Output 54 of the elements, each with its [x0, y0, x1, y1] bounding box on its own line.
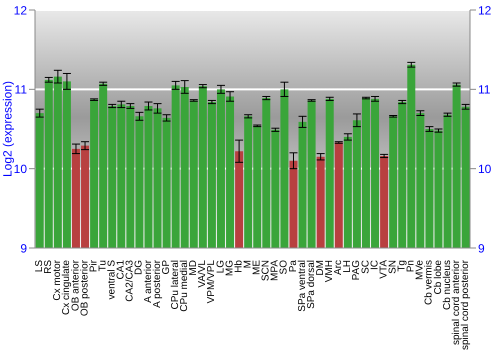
y2-tick-label: 10 — [478, 162, 492, 176]
x-tick-label: SPa ventral — [296, 260, 308, 312]
x-tick-label: DG — [134, 260, 145, 275]
x-tick-label: Arc — [333, 260, 344, 275]
x-tick-label: spinal cord anterior — [450, 259, 462, 346]
y-tick-label: 10 — [14, 162, 28, 176]
y-tick-label: 9 — [20, 241, 28, 256]
x-tick-label: DM — [314, 260, 326, 276]
x-tick-label: Tg — [396, 260, 408, 272]
x-tick-label: LS — [34, 260, 46, 272]
x-tick-label: ventral S — [106, 260, 118, 300]
x-tick-label: OB anterior — [70, 259, 82, 312]
x-tick-label: MG — [224, 260, 236, 276]
x-tick-label: CPu lateral — [170, 260, 181, 310]
x-tick-label: RS — [43, 260, 54, 274]
x-tick-label: CPu medial — [179, 260, 190, 312]
x-tick-label: PAG — [351, 260, 362, 280]
x-tick-label: MVe — [414, 260, 426, 280]
x-tick-label: MPA — [270, 260, 281, 281]
y2-tick-label: 11 — [478, 82, 491, 97]
x-tick-label: M — [242, 260, 254, 268]
x-tick-label: GP — [160, 260, 172, 274]
y-axis-title: Log2 (expression) — [0, 80, 14, 178]
x-tick-label: A posterior — [152, 259, 163, 308]
x-tick-label: VTA — [378, 260, 390, 279]
y-tick-label: 11 — [14, 82, 28, 97]
x-tick-label: ME — [252, 260, 263, 275]
x-tick-label: SO — [278, 260, 290, 274]
x-tick-label: Pa — [288, 260, 299, 272]
x-tick-label: OB posterior — [79, 259, 90, 316]
x-tick-label: Cb lobe — [432, 260, 444, 294]
x-tick-label: A anterior — [142, 259, 154, 303]
x-tick-label: LG — [215, 260, 226, 274]
x-tick-label: Pir — [88, 259, 100, 272]
x-tick-label: SN — [387, 260, 398, 274]
x-tick-label: SPa dorsal — [306, 260, 317, 309]
x-tick-label: VMH — [324, 260, 336, 282]
x-tick-label: SC — [360, 260, 372, 274]
y2-tick-label: 12 — [478, 3, 492, 18]
x-tick-label: Cx cingulate — [61, 260, 72, 316]
x-tick-label: Hb — [233, 260, 244, 273]
x-tick-label: LH — [342, 260, 354, 273]
x-tick-label: Cb vermis — [424, 260, 435, 306]
y2-tick-label: 9 — [478, 241, 485, 256]
x-tick-label: VPM/VPL — [206, 260, 218, 304]
x-tick-label: Pn — [406, 260, 417, 272]
x-tick-label: CA2/CA3 — [124, 260, 136, 302]
x-tick-label: SCN — [260, 260, 272, 282]
x-tick-label: spinal cord posterior — [460, 259, 471, 350]
x-tick-label: IC — [369, 260, 380, 270]
y-tick-label: 12 — [14, 3, 28, 18]
x-tick-label: Cb nucleus — [442, 260, 453, 310]
x-tick-label: CA1 — [116, 260, 127, 280]
x-tick-label: Tu — [97, 260, 108, 272]
